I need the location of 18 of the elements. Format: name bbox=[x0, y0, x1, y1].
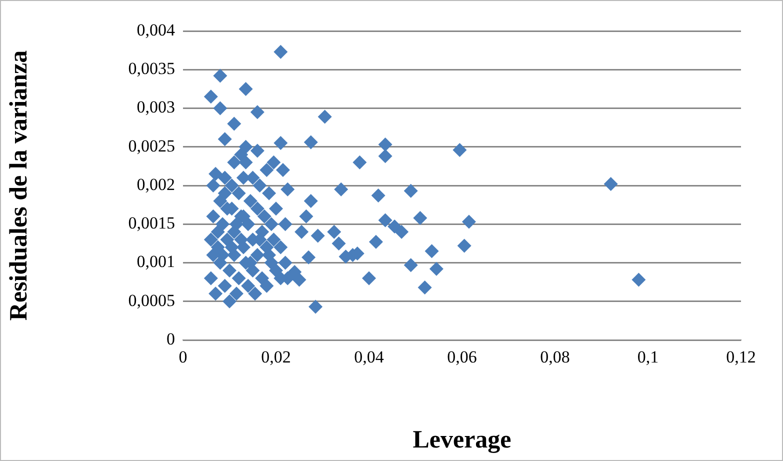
x-tick-label: 0,12 bbox=[726, 348, 756, 367]
x-tick-label: 0,08 bbox=[540, 348, 570, 367]
y-tick-label: 0,0025 bbox=[128, 136, 175, 156]
y-tick-label: 0,003 bbox=[136, 98, 175, 117]
y-tick-label: 0,0035 bbox=[128, 59, 175, 78]
y-axis-title: Residuales de la varianza bbox=[5, 50, 32, 321]
x-tick-label: 0,06 bbox=[447, 348, 477, 367]
x-tick-label: 0,04 bbox=[354, 348, 384, 367]
y-tick-label: 0,002 bbox=[136, 174, 175, 194]
y-tick-label: 0,001 bbox=[136, 252, 175, 272]
y-tick-label: 0,004 bbox=[136, 20, 176, 40]
y-tick-label: 0,0005 bbox=[128, 290, 175, 310]
y-tick-label: 0,0015 bbox=[128, 214, 175, 233]
x-tick-label: 0,1 bbox=[637, 348, 659, 367]
x-axis-title: Leverage bbox=[412, 426, 512, 454]
y-tick-label: 0 bbox=[166, 329, 175, 348]
x-tick-label: 0 bbox=[178, 348, 188, 367]
x-tick-label: 0,02 bbox=[261, 348, 291, 367]
